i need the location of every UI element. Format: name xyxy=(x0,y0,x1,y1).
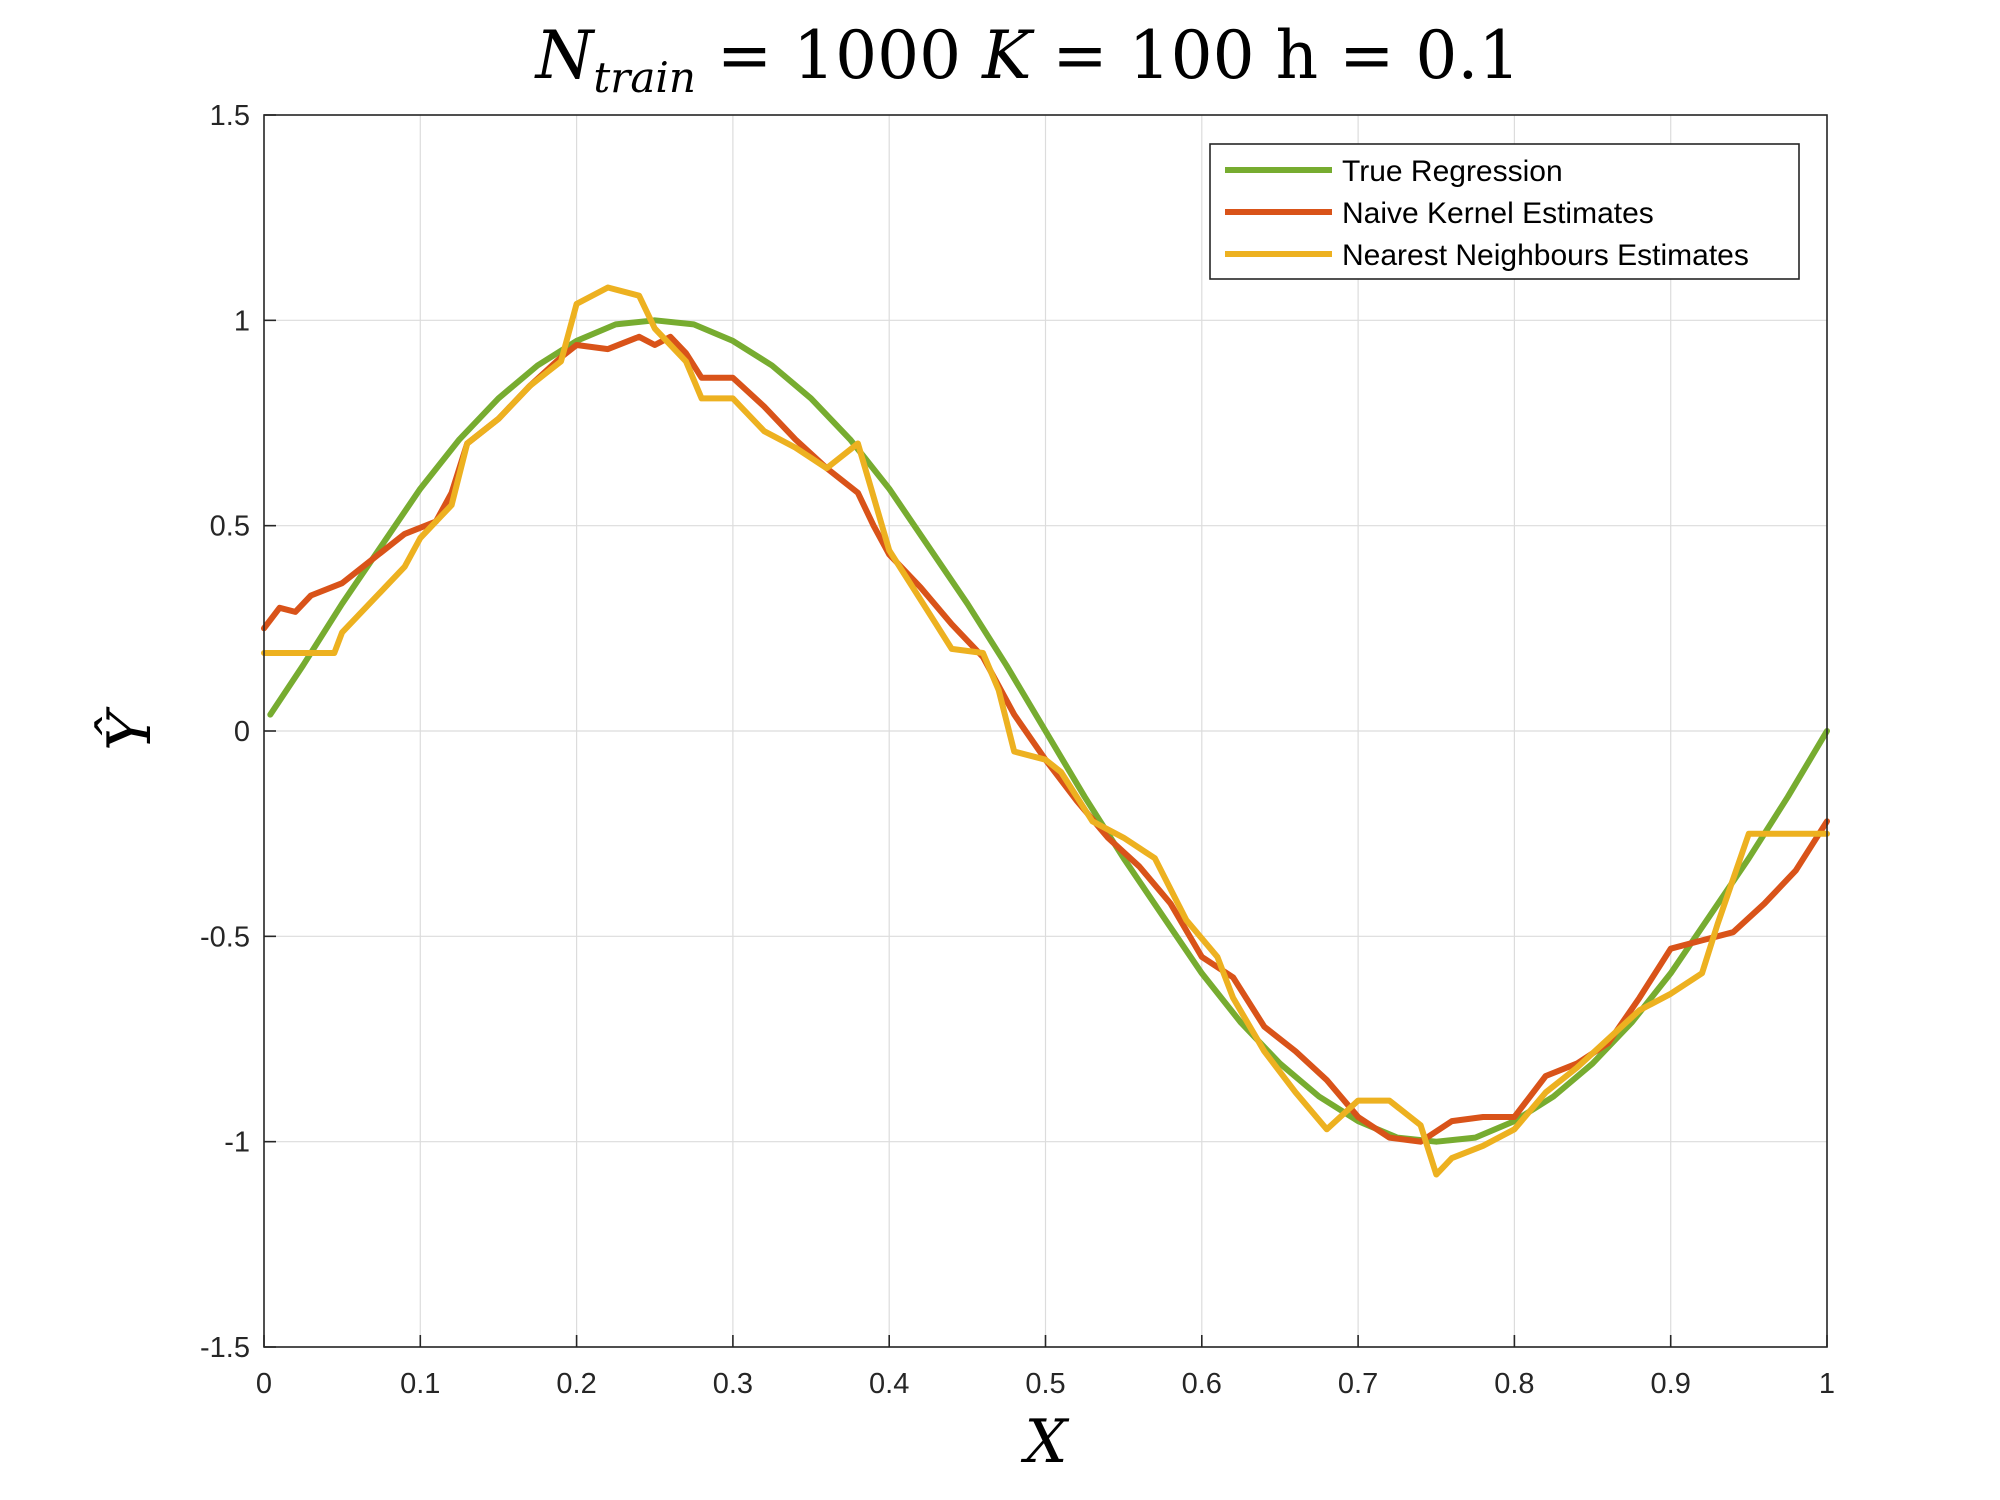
legend: True Regression Naive Kernel Estimates N… xyxy=(1209,143,1800,280)
x-tick-label: 0.8 xyxy=(1494,1368,1534,1400)
y-tick-label: -1.5 xyxy=(200,1332,250,1364)
chart-title: Ntrain = 1000 K = 100 h = 0.1 xyxy=(534,17,1521,102)
y-axis-label: Ŷ xyxy=(94,706,165,751)
x-tick-label: 0.6 xyxy=(1182,1368,1222,1400)
title-h-label: h = 0.1 xyxy=(1276,17,1521,94)
legend-label-nearest-neighbours: Nearest Neighbours Estimates xyxy=(1342,239,1749,272)
y-axis-ticks: 1.5 1 0.5 0 -0.5 -1 -1.5 xyxy=(200,100,276,1364)
x-tick-label: 0.9 xyxy=(1651,1368,1691,1400)
series-lines xyxy=(261,284,1830,1178)
x-axis-ticks: 0 0.1 0.2 0.3 0.4 0.5 0.6 0.7 0.8 0.9 1 xyxy=(256,1335,1835,1400)
x-tick-label: 0.3 xyxy=(713,1368,753,1400)
title-n-symbol: N xyxy=(534,17,596,94)
y-tick-label: -1 xyxy=(224,1127,250,1159)
series-nearest-neighbours xyxy=(261,284,1830,1178)
y-tick-label: 1.5 xyxy=(210,100,250,132)
y-tick-label: -0.5 xyxy=(200,921,250,953)
title-n-subscript: train xyxy=(593,53,695,102)
legend-label-naive-kernel: Naive Kernel Estimates xyxy=(1342,197,1654,230)
x-axis-label: X xyxy=(1021,1407,1070,1477)
x-tick-label: 1 xyxy=(1819,1368,1835,1400)
title-n-value: = 1000 xyxy=(696,17,982,94)
x-tick-label: 0.4 xyxy=(869,1368,909,1400)
legend-label-true-regression: True Regression xyxy=(1342,155,1563,188)
series-true-regression xyxy=(267,317,1830,1145)
x-tick-label: 0.5 xyxy=(1025,1368,1065,1400)
x-tick-label: 0.7 xyxy=(1338,1368,1378,1400)
y-tick-label: 0.5 xyxy=(210,511,250,543)
y-tick-label: 0 xyxy=(234,716,250,748)
x-tick-label: 0 xyxy=(256,1368,272,1400)
x-tick-label: 0.1 xyxy=(400,1368,440,1400)
title-k-symbol: K xyxy=(981,17,1035,94)
x-tick-label: 0.2 xyxy=(556,1368,596,1400)
y-tick-label: 1 xyxy=(234,305,250,337)
title-k-value: = 100 xyxy=(1031,17,1275,94)
